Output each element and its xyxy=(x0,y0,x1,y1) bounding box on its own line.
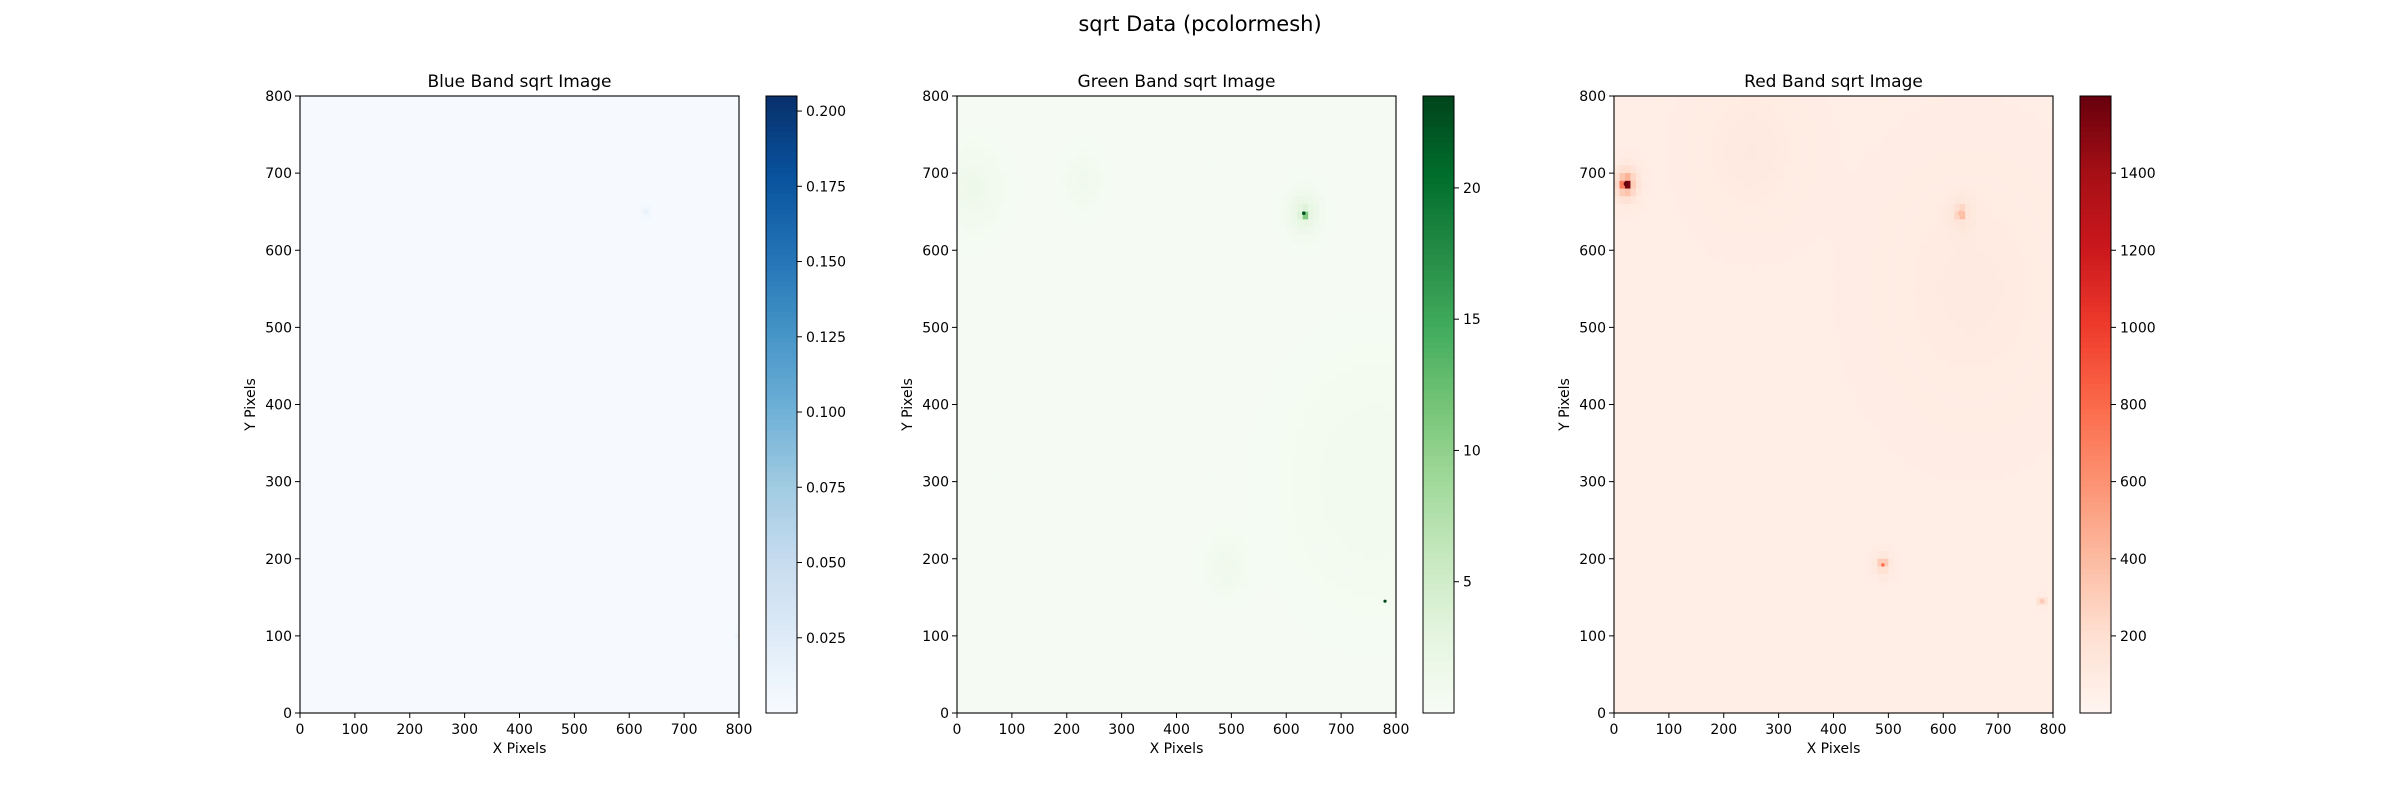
x-tick-label: 100 xyxy=(999,722,1026,738)
panel-title: Blue Band sqrt Image xyxy=(427,72,611,92)
x-tick-label: 600 xyxy=(1930,722,1957,738)
y-tick-label: 500 xyxy=(1579,320,1606,336)
y-tick-label: 200 xyxy=(922,552,949,568)
colorbar-tick-label: 5 xyxy=(1463,575,1472,591)
heatmap-mesh xyxy=(1614,96,2054,714)
colorbar-tick-label: 0.075 xyxy=(806,480,846,496)
y-tick-label: 0 xyxy=(940,706,949,722)
colorbar-tick-label: 10 xyxy=(1463,443,1481,459)
colorbar-tick-label: 0.100 xyxy=(806,405,846,421)
hotspot-1 xyxy=(1624,182,1629,187)
x-tick-label: 300 xyxy=(1765,722,1792,738)
y-tick-label: 800 xyxy=(1579,89,1606,105)
y-tick-label: 300 xyxy=(265,475,292,491)
y-axis-label: Y Pixels xyxy=(1557,378,1573,432)
x-tick-label: 500 xyxy=(561,722,588,738)
colorbar-tick-label: 20 xyxy=(1463,181,1481,197)
panel-title: Green Band sqrt Image xyxy=(1078,72,1276,92)
x-tick-label: 400 xyxy=(506,722,533,738)
colorbar-tick-label: 400 xyxy=(2120,552,2147,568)
x-tick-label: 600 xyxy=(616,722,643,738)
x-tick-label: 800 xyxy=(1383,722,1410,738)
colorbar-tick-label: 200 xyxy=(2120,629,2147,645)
y-tick-label: 100 xyxy=(922,629,949,645)
y-tick-label: 700 xyxy=(1579,166,1606,182)
x-tick-label: 700 xyxy=(671,722,698,738)
heatmap-mesh xyxy=(300,96,740,714)
hotspot-2 xyxy=(734,634,738,638)
hotspot-1 xyxy=(1302,211,1306,215)
colorbar-tick-label: 15 xyxy=(1463,312,1481,328)
x-axis-label: X Pixels xyxy=(493,741,547,757)
y-tick-label: 400 xyxy=(265,398,292,414)
x-tick-label: 600 xyxy=(1273,722,1300,738)
x-tick-label: 0 xyxy=(953,722,962,738)
y-tick-label: 0 xyxy=(283,706,292,722)
x-tick-label: 500 xyxy=(1218,722,1245,738)
x-tick-label: 0 xyxy=(1610,722,1619,738)
x-tick-label: 200 xyxy=(396,722,423,738)
colorbar-tick-label: 0.125 xyxy=(806,330,846,346)
panel-2: 0 100 200 300 400 500 600 700 800 0 100 200 300 400 50… xyxy=(900,72,1481,757)
x-tick-label: 800 xyxy=(2040,722,2067,738)
colorbar-tick-label: 600 xyxy=(2120,475,2147,491)
y-tick-label: 200 xyxy=(265,552,292,568)
x-axis-label: X Pixels xyxy=(1150,741,1204,757)
x-tick-label: 300 xyxy=(451,722,478,738)
y-tick-label: 500 xyxy=(265,320,292,336)
x-axis-label: X Pixels xyxy=(1807,741,1861,757)
x-tick-label: 400 xyxy=(1820,722,1847,738)
colorbar-tick-label: 0.175 xyxy=(806,179,846,195)
x-tick-label: 500 xyxy=(1875,722,1902,738)
y-tick-label: 300 xyxy=(922,475,949,491)
y-tick-label: 600 xyxy=(1579,243,1606,259)
y-tick-label: 100 xyxy=(1579,629,1606,645)
y-tick-label: 200 xyxy=(1579,552,1606,568)
x-tick-label: 200 xyxy=(1710,722,1737,738)
hotspot-5 xyxy=(1958,210,1964,216)
colorbar-tick-label: 1200 xyxy=(2120,243,2156,259)
y-tick-label: 0 xyxy=(1597,706,1606,722)
x-tick-label: 700 xyxy=(1985,722,2012,738)
hotspot-7 xyxy=(2040,599,2045,604)
y-tick-label: 300 xyxy=(1579,475,1606,491)
colorbar-tick-label: 1400 xyxy=(2120,166,2156,182)
colorbar-tick-label: 0.200 xyxy=(806,104,846,120)
x-tick-label: 100 xyxy=(342,722,369,738)
y-tick-label: 700 xyxy=(922,166,949,182)
y-tick-label: 400 xyxy=(922,398,949,414)
y-tick-label: 500 xyxy=(922,320,949,336)
y-tick-label: 400 xyxy=(1579,398,1606,414)
x-tick-label: 0 xyxy=(296,722,305,738)
x-tick-label: 700 xyxy=(1328,722,1355,738)
x-tick-label: 200 xyxy=(1053,722,1080,738)
y-axis-label: Y Pixels xyxy=(900,378,916,432)
x-tick-label: 800 xyxy=(726,722,753,738)
colorbar-tick-label: 1000 xyxy=(2120,320,2156,336)
colorbar-tick-label: 0.050 xyxy=(806,556,846,572)
heatmap-mesh xyxy=(957,96,1397,714)
y-axis-label: Y Pixels xyxy=(243,378,259,432)
colorbar-tick-label: 800 xyxy=(2120,398,2147,414)
panel-title: Red Band sqrt Image xyxy=(1744,72,1923,92)
colorbar-tick-label: 0.150 xyxy=(806,255,846,271)
y-tick-label: 100 xyxy=(265,629,292,645)
x-tick-label: 400 xyxy=(1163,722,1190,738)
x-tick-label: 100 xyxy=(1656,722,1683,738)
y-tick-label: 700 xyxy=(265,166,292,182)
y-tick-label: 600 xyxy=(922,243,949,259)
figure-suptitle: sqrt Data (pcolormesh) xyxy=(1078,12,1321,36)
y-tick-label: 800 xyxy=(922,89,949,105)
y-tick-label: 800 xyxy=(265,89,292,105)
hotspot-3 xyxy=(1881,563,1885,567)
y-tick-label: 600 xyxy=(265,243,292,259)
hotspot-1 xyxy=(643,209,649,215)
hotspot-3 xyxy=(1383,600,1386,603)
colorbar-tick-label: 0.025 xyxy=(806,631,846,647)
x-tick-label: 300 xyxy=(1108,722,1135,738)
